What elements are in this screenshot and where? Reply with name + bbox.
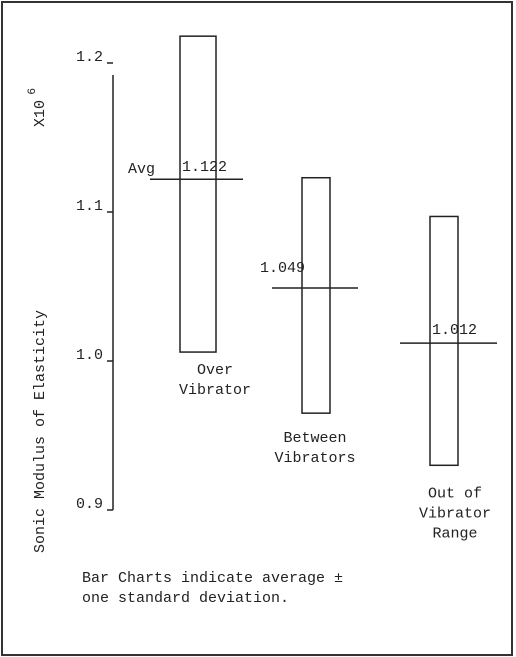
y-axis-multiplier: X10 [32, 100, 49, 127]
y-label-group: Sonic Modulus of Elasticity X10 6 [27, 88, 49, 553]
category-label: Vibrator [419, 505, 491, 522]
category-label: Over [197, 362, 233, 379]
category-label: Vibrator [179, 382, 251, 399]
footnote: one standard deviation. [82, 590, 289, 607]
y-tick-label: 0.9 [76, 496, 103, 513]
category-label: Out of [428, 485, 482, 502]
category-label: Range [432, 525, 477, 542]
bar [301, 176, 331, 414]
data-label: 1.012 [432, 322, 477, 339]
y-tick-label: 1.1 [76, 198, 103, 215]
bar [429, 215, 459, 467]
category-label: Between [283, 430, 346, 447]
category-label: Vibrators [274, 450, 355, 467]
data-label: 1.049 [260, 260, 305, 277]
y-tick-label: 1.2 [76, 49, 103, 66]
y-axis-exponent: 6 [27, 88, 39, 95]
y-axis-label: Sonic Modulus of Elasticity [32, 310, 49, 553]
y-tick-label: 1.0 [76, 347, 103, 364]
avg-label: Avg [128, 161, 155, 178]
footnote: Bar Charts indicate average ± [82, 570, 343, 587]
bar [179, 35, 217, 353]
data-label: 1.122 [182, 159, 227, 176]
